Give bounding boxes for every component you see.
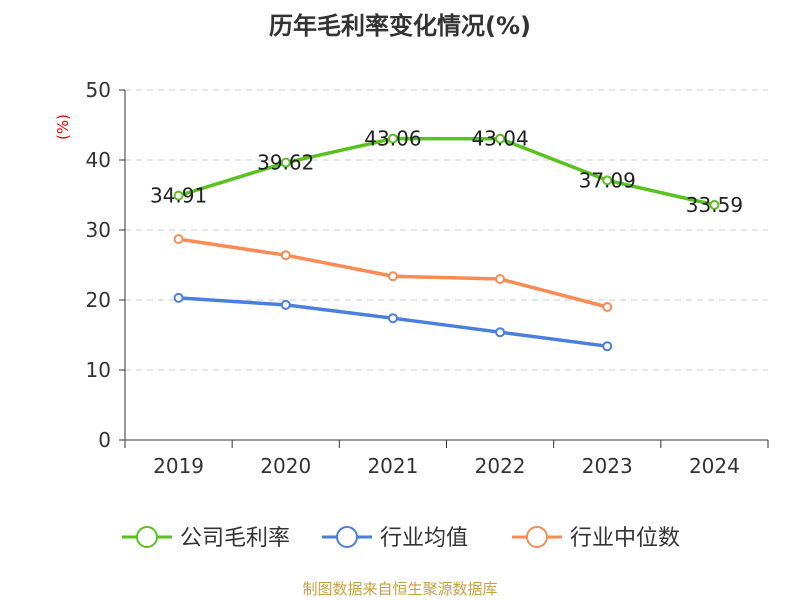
- y-tick-label: 0: [98, 428, 111, 452]
- data-label: 34.91: [150, 184, 207, 208]
- data-point: [387, 313, 398, 324]
- data-point: [495, 133, 506, 144]
- data-point: [602, 341, 613, 352]
- data-point: [280, 157, 291, 168]
- legend-label: 行业均值: [380, 526, 468, 551]
- data-point: [387, 133, 398, 144]
- y-axis-label: (%): [54, 114, 72, 140]
- data-point: [280, 299, 291, 310]
- legend-marker: [136, 526, 158, 548]
- data-point: [280, 250, 291, 261]
- data-point: [387, 271, 398, 282]
- x-tick-label: 2024: [689, 454, 740, 478]
- data-point: [602, 302, 613, 312]
- legend-label: 公司毛利率: [180, 526, 290, 551]
- y-tick-label: 50: [86, 78, 111, 102]
- data-label: 39.62: [257, 151, 314, 175]
- y-tick-label: 10: [86, 358, 111, 382]
- data-label: 43.04: [471, 127, 528, 151]
- data-point: [495, 327, 506, 338]
- data-label: 43.06: [364, 127, 421, 151]
- data-label: 37.09: [579, 168, 636, 192]
- x-tick-label: 2020: [260, 454, 311, 478]
- data-point: [495, 274, 506, 284]
- x-tick-label: 2022: [475, 454, 526, 478]
- y-tick-label: 20: [86, 288, 111, 312]
- data-point: [173, 234, 184, 245]
- chart-title: 历年毛利率变化情况(%): [269, 12, 531, 40]
- data-point: [173, 190, 184, 201]
- data-point: [709, 199, 720, 210]
- legend-marker: [336, 526, 358, 548]
- source-footer: 制图数据来自恒生聚源数据库: [302, 580, 498, 598]
- y-tick-label: 40: [86, 148, 111, 172]
- legend-label: 行业中位数: [570, 526, 680, 551]
- data-point: [173, 292, 184, 303]
- series-line-0: [178, 136, 715, 207]
- y-tick-label: 30: [86, 218, 111, 242]
- x-tick-label: 2021: [367, 454, 418, 478]
- data-point: [602, 175, 613, 186]
- data-label: 33.59: [686, 193, 743, 217]
- legend-marker: [526, 526, 548, 548]
- x-tick-label: 2023: [582, 454, 633, 478]
- x-tick-label: 2019: [153, 454, 204, 478]
